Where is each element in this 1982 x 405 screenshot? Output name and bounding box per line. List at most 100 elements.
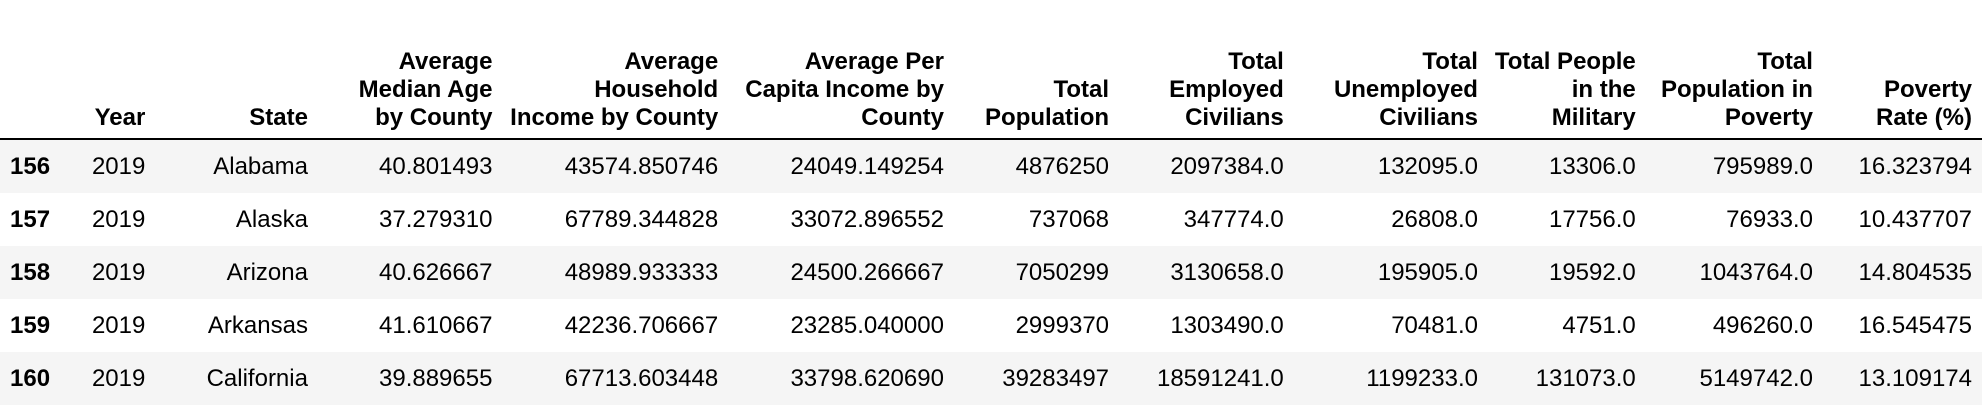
column-header-line: Year [94, 104, 146, 131]
row-index: 158 [10, 258, 51, 286]
cell-year: 2019 [91, 258, 146, 286]
column-header-line: Household [594, 76, 719, 103]
column-header-line: Total [1757, 48, 1813, 75]
cell-poverty-rate: 13.109174 [1858, 364, 1972, 392]
cell-state: Alaska [235, 205, 308, 233]
column-header-index [0, 0, 66, 140]
column-header-line: Rate (%) [1875, 104, 1972, 131]
cell-state: Alabama [213, 152, 308, 180]
column-header-line: Employed [1169, 76, 1284, 103]
cell-unemployed: 26808.0 [1391, 205, 1478, 233]
cell-per-capita-income: 33798.620690 [790, 364, 944, 392]
cell-household-income: 43574.850746 [564, 152, 719, 180]
column-header-line: Civilians [1185, 104, 1284, 131]
cell-state: California [206, 364, 308, 392]
column-header-line: Total [1422, 48, 1478, 75]
column-header-employed: Total Employed Civilians [1119, 0, 1294, 140]
table-row: 158 2019 Arizona 40.626667 48989.933333 … [0, 246, 1982, 299]
cell-unemployed: 132095.0 [1377, 152, 1478, 180]
cell-poverty-population: 1043764.0 [1699, 258, 1813, 286]
cell-median-age: 40.801493 [379, 152, 493, 180]
column-header-line: Civilians [1379, 104, 1478, 131]
column-header-line: Capita Income by [745, 76, 944, 103]
cell-military: 4751.0 [1562, 311, 1636, 339]
row-index: 159 [10, 311, 51, 339]
cell-employed: 2097384.0 [1170, 152, 1284, 180]
column-header-line: Poverty [1724, 104, 1813, 131]
cell-military: 17756.0 [1548, 205, 1636, 233]
cell-per-capita-income: 24500.266667 [790, 258, 944, 286]
cell-household-income: 67789.344828 [564, 205, 719, 233]
column-header-line: Poverty [1883, 76, 1972, 103]
table-row: 156 2019 Alabama 40.801493 43574.850746 … [0, 139, 1982, 193]
cell-year: 2019 [91, 364, 146, 392]
cell-poverty-rate: 10.437707 [1858, 205, 1972, 233]
column-header-unemployed: Total Unemployed Civilians [1293, 0, 1488, 140]
cell-military: 19592.0 [1548, 258, 1636, 286]
header-row: Year State Average Median Age by County … [0, 0, 1982, 140]
cell-total-population: 4876250 [1015, 152, 1110, 180]
column-header-line: Income by County [510, 104, 719, 131]
cell-employed: 347774.0 [1183, 205, 1284, 233]
column-header-line: Average Per [804, 48, 944, 75]
column-header-line: State [249, 104, 308, 131]
cell-household-income: 42236.706667 [564, 311, 719, 339]
column-header-line: Unemployed [1333, 76, 1478, 103]
cell-unemployed: 1199233.0 [1366, 364, 1478, 392]
cell-poverty-rate: 14.804535 [1858, 258, 1972, 286]
column-header-line: Total [1228, 48, 1284, 75]
cell-state: Arizona [226, 258, 308, 286]
cell-household-income: 48989.933333 [564, 258, 719, 286]
cell-state: Arkansas [207, 311, 308, 339]
cell-poverty-rate: 16.323794 [1858, 152, 1972, 180]
cell-poverty-population: 795989.0 [1712, 152, 1813, 180]
cell-year: 2019 [91, 205, 146, 233]
column-header-military: Total People in the Military [1487, 0, 1646, 140]
column-header-line: Population [985, 104, 1110, 131]
cell-per-capita-income: 23285.040000 [790, 311, 944, 339]
cell-unemployed: 195905.0 [1377, 258, 1478, 286]
row-index: 160 [10, 364, 51, 392]
column-header-poverty-population: Total Population in Poverty [1645, 0, 1823, 140]
column-header-state: State [155, 0, 318, 140]
column-header-line: Median Age [358, 76, 493, 103]
cell-per-capita-income: 33072.896552 [790, 205, 944, 233]
cell-median-age: 41.610667 [379, 311, 493, 339]
column-header-line: Total [1053, 76, 1110, 103]
column-header-poverty-rate: Poverty Rate (%) [1822, 0, 1982, 140]
column-header-line: Total People [1494, 48, 1636, 75]
cell-year: 2019 [91, 311, 146, 339]
cell-unemployed: 70481.0 [1391, 311, 1478, 339]
column-header-line: Average [398, 48, 493, 75]
column-header-year: Year [65, 0, 156, 140]
cell-military: 13306.0 [1548, 152, 1636, 180]
table-row: 159 2019 Arkansas 41.610667 42236.706667… [0, 299, 1982, 352]
cell-household-income: 67713.603448 [564, 364, 719, 392]
cell-employed: 3130658.0 [1170, 258, 1284, 286]
column-header-median-age: Average Median Age by County [317, 0, 503, 140]
cell-poverty-population: 5149742.0 [1699, 364, 1813, 392]
column-header-total-population: Total Population [953, 0, 1120, 140]
cell-employed: 18591241.0 [1156, 364, 1284, 392]
cell-total-population: 2999370 [1015, 311, 1110, 339]
cell-total-population: 7050299 [1015, 258, 1110, 286]
cell-poverty-rate: 16.545475 [1858, 311, 1972, 339]
column-header-line: Population in [1660, 76, 1813, 103]
cell-median-age: 37.279310 [379, 205, 493, 233]
cell-total-population: 737068 [1028, 205, 1110, 233]
cell-poverty-population: 76933.0 [1726, 205, 1813, 233]
column-header-line: County [861, 104, 944, 131]
column-header-per-capita-income: Average Per Capita Income by County [728, 0, 954, 140]
cell-median-age: 40.626667 [379, 258, 493, 286]
cell-military: 131073.0 [1535, 364, 1636, 392]
column-header-line: by County [375, 104, 493, 131]
cell-employed: 1303490.0 [1170, 311, 1284, 339]
table-row: 157 2019 Alaska 37.279310 67789.344828 3… [0, 193, 1982, 246]
column-header-line: Average [624, 48, 719, 75]
cell-per-capita-income: 24049.149254 [790, 152, 944, 180]
column-header-line: in the [1571, 76, 1636, 103]
row-index: 156 [10, 152, 51, 180]
column-header-line: Military [1551, 104, 1636, 131]
